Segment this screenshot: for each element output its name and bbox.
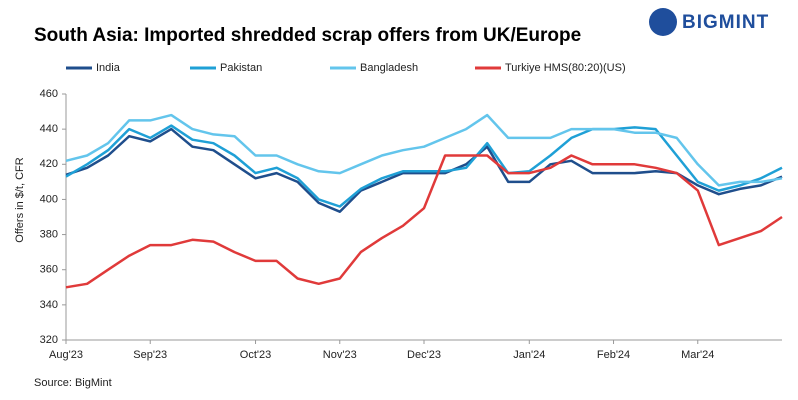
legend-label: India: [96, 62, 121, 74]
logo: BIGMINT: [682, 12, 769, 33]
chart-title: South Asia: Imported shredded scrap offe…: [34, 25, 581, 46]
x-tick-label: Oct'23: [240, 349, 271, 361]
y-axis-label: Offers in $/t, CFR: [14, 157, 26, 242]
x-tick-label: Nov'23: [323, 349, 357, 361]
series-line: [65, 127, 783, 213]
x-tick-label: Sep'23: [133, 349, 167, 361]
y-tick-label: 440: [40, 123, 58, 135]
y-tick-label: 340: [40, 299, 58, 311]
x-tick-label: Feb'24: [597, 349, 630, 361]
logo-icon: [649, 8, 677, 36]
series-line: [65, 154, 783, 289]
y-tick-label: 420: [40, 158, 58, 170]
x-tick-label: Aug'23: [49, 349, 83, 361]
source: Source: BigMint: [34, 377, 112, 389]
x-tick-label: Dec'23: [407, 349, 441, 361]
series-line: [65, 124, 783, 208]
legend-label: Bangladesh: [360, 62, 418, 74]
legend-label: Pakistan: [220, 62, 262, 74]
y-tick-label: 320: [40, 334, 58, 346]
series-line: [65, 113, 783, 187]
y-tick-label: 400: [40, 193, 58, 205]
y-tick-label: 360: [40, 264, 58, 276]
y-tick-label: 460: [40, 88, 58, 100]
x-tick-label: Mar'24: [681, 349, 714, 361]
y-tick-label: 380: [40, 228, 58, 240]
legend-label: Turkiye HMS(80:20)(US): [505, 62, 626, 74]
x-tick-label: Jan'24: [513, 349, 545, 361]
